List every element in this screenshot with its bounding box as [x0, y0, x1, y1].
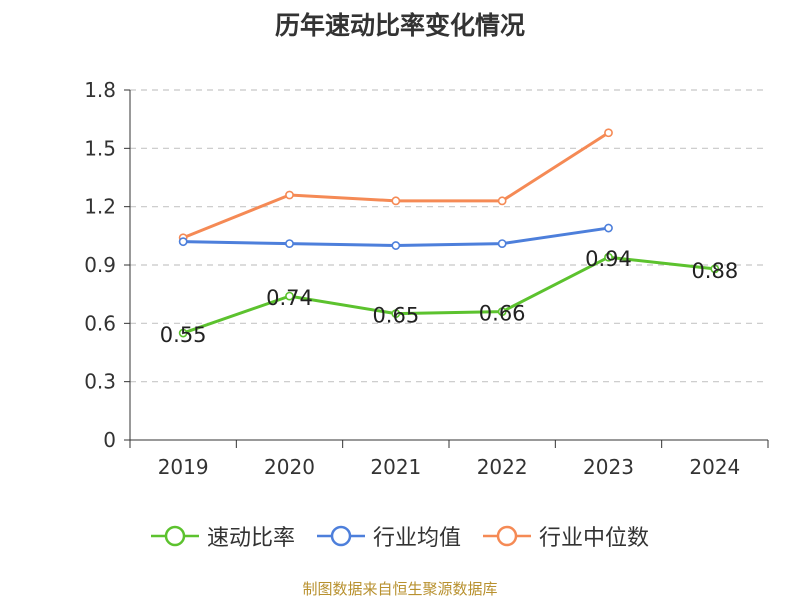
legend-marker-icon: [483, 525, 531, 547]
data-label: 0.74: [266, 286, 313, 310]
legend-circle: [330, 525, 352, 547]
data-label: 0.94: [585, 247, 632, 271]
data-label: 0.66: [479, 302, 526, 326]
data-point: [285, 291, 294, 301]
legend-circle: [496, 525, 518, 547]
data-point: [285, 190, 294, 200]
data-point: [391, 196, 401, 206]
x-tick-label: 2019: [158, 455, 209, 479]
data-point: [497, 196, 507, 206]
series-lines: [178, 128, 720, 338]
y-tick-label: 0.9: [84, 253, 116, 277]
x-tick-label: 2022: [477, 455, 528, 479]
gridlines: [130, 89, 768, 383]
legend-label: 行业均值: [372, 526, 461, 551]
data-point: [391, 309, 401, 319]
data-label: 0.65: [372, 304, 419, 328]
data-labels: 0.55 0.74 0.65 0.66 0.94 0.88: [160, 247, 738, 347]
x-tick-label: 2020: [264, 455, 315, 479]
data-point: [497, 307, 507, 317]
data-point: [391, 241, 401, 250]
legend-marker-icon: [150, 525, 199, 547]
data-point: [497, 239, 507, 249]
series-line-1: [182, 255, 715, 335]
data-label: 0.88: [691, 259, 738, 283]
data-point: [604, 128, 613, 138]
y-tick-label: 0: [103, 428, 116, 452]
data-point: [710, 264, 720, 274]
source-note: 制图数据来自恒生聚源数据库: [302, 580, 498, 598]
legend-item-2[interactable]: 行业均值: [316, 520, 461, 552]
legend: 速动比率 行业均值 行业中位数: [0, 518, 800, 554]
data-label: 0.55: [160, 323, 207, 347]
y-tick-label: 0.6: [84, 311, 116, 335]
data-point: [604, 252, 613, 262]
legend-item-3[interactable]: 行业中位数: [483, 520, 649, 552]
data-point: [178, 328, 188, 338]
data-point: [285, 239, 294, 249]
legend-marker-icon: [316, 525, 365, 547]
y-tick-label: 1.8: [84, 78, 116, 102]
x-tick-label: 2021: [370, 455, 421, 479]
axes: 0 0.3 0.6 0.9 1.2 1.5 1.8 2019 2020 2021 2022 2023 2…: [84, 78, 769, 479]
data-point: [178, 237, 188, 247]
x-tick-label: 2024: [689, 455, 740, 479]
chart-title: 历年速动比率变化情况: [274, 11, 525, 40]
y-tick-label: 1.5: [84, 136, 116, 160]
x-tick-label: 2023: [583, 455, 634, 479]
legend-label: 行业中位数: [539, 526, 650, 551]
y-tick-label: 1.2: [84, 195, 116, 219]
y-tick-label: 0.3: [84, 370, 116, 394]
data-point: [604, 223, 613, 233]
legend-item-1[interactable]: 速动比率: [150, 520, 295, 552]
legend-circle: [164, 525, 186, 547]
legend-label: 速动比率: [206, 526, 295, 551]
